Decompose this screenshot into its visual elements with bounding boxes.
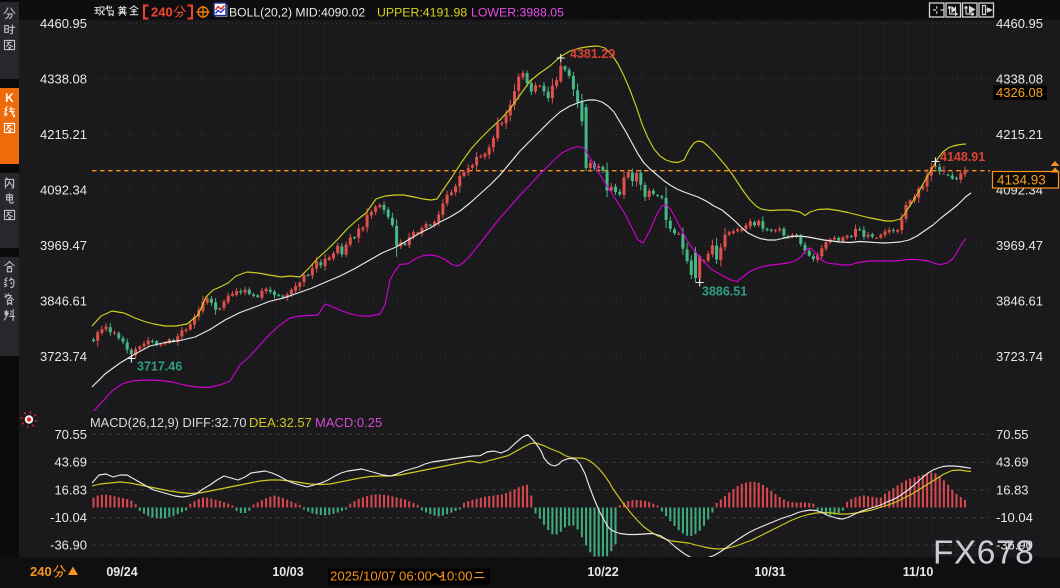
svg-text:3886.51: 3886.51 <box>702 285 747 299</box>
svg-text:4338.08: 4338.08 <box>40 72 87 87</box>
svg-text:K: K <box>5 91 14 105</box>
svg-text:MACD(26,12,9) DIFF:32.70: MACD(26,12,9) DIFF:32.70 <box>90 415 246 430</box>
svg-text:70.55: 70.55 <box>54 427 87 442</box>
svg-text:4215.21: 4215.21 <box>40 127 87 142</box>
svg-text:09/24: 09/24 <box>106 565 137 579</box>
svg-text:16.83: 16.83 <box>54 482 87 497</box>
svg-text:240: 240 <box>151 5 173 20</box>
svg-text:4215.21: 4215.21 <box>996 127 1043 142</box>
svg-text:MACD:0.25: MACD:0.25 <box>315 415 382 430</box>
svg-text:3846.61: 3846.61 <box>40 294 87 309</box>
svg-text:-10.04: -10.04 <box>996 510 1033 525</box>
svg-text:-36.90: -36.90 <box>50 538 87 553</box>
svg-text:43.69: 43.69 <box>54 455 87 470</box>
svg-text:4338.08: 4338.08 <box>996 72 1043 87</box>
svg-text:LOWER:3988.05: LOWER:3988.05 <box>471 6 564 20</box>
svg-text:06:00: 06:00 <box>399 569 432 584</box>
svg-text:240: 240 <box>30 564 52 579</box>
svg-text:10/03: 10/03 <box>272 565 303 579</box>
svg-text:4381.29: 4381.29 <box>570 47 615 61</box>
svg-text:4134.93: 4134.93 <box>997 173 1046 188</box>
svg-text:70.55: 70.55 <box>996 427 1029 442</box>
svg-text:4460.95: 4460.95 <box>996 16 1043 31</box>
svg-text:-10.04: -10.04 <box>50 510 87 525</box>
svg-text:3723.74: 3723.74 <box>40 349 87 364</box>
svg-text:2025/10/07: 2025/10/07 <box>330 569 396 584</box>
svg-text:4148.91: 4148.91 <box>940 150 985 164</box>
svg-text:DEA:32.57: DEA:32.57 <box>249 415 312 430</box>
svg-text:10/31: 10/31 <box>754 565 785 579</box>
svg-text:3717.46: 3717.46 <box>137 360 182 374</box>
svg-text:FX678: FX678 <box>933 535 1034 572</box>
svg-text:43.69: 43.69 <box>996 455 1029 470</box>
svg-text:4460.95: 4460.95 <box>40 16 87 31</box>
svg-text:4326.08: 4326.08 <box>996 85 1043 100</box>
svg-text:10:00: 10:00 <box>440 569 473 584</box>
svg-text:3723.74: 3723.74 <box>996 349 1043 364</box>
svg-text:16.83: 16.83 <box>996 482 1029 497</box>
svg-text:11/10: 11/10 <box>903 565 934 579</box>
svg-text:3846.61: 3846.61 <box>996 294 1043 309</box>
svg-text:3969.47: 3969.47 <box>996 238 1043 253</box>
svg-text:10/22: 10/22 <box>587 565 618 579</box>
svg-text:4092.34: 4092.34 <box>40 183 87 198</box>
svg-text:3969.47: 3969.47 <box>40 238 87 253</box>
svg-text:UPPER:4191.98: UPPER:4191.98 <box>377 6 467 20</box>
svg-text:BOLL(20,2) MID:4090.02: BOLL(20,2) MID:4090.02 <box>229 6 365 20</box>
svg-text:-36.90: -36.90 <box>996 538 1033 553</box>
